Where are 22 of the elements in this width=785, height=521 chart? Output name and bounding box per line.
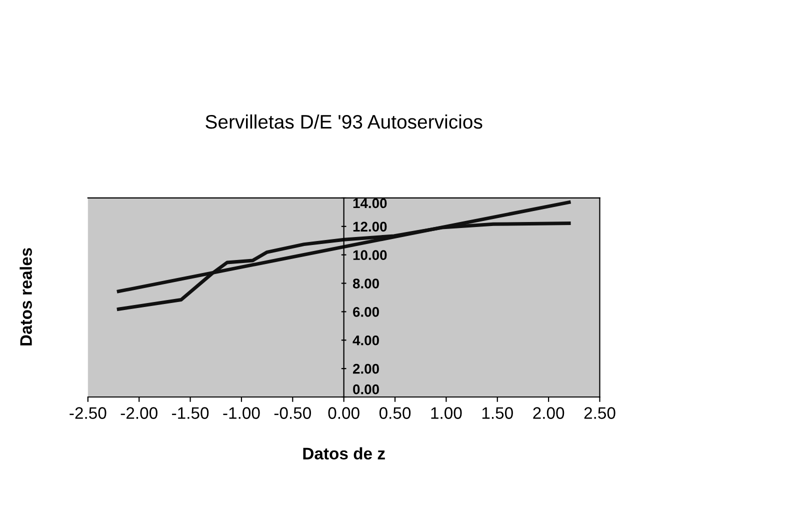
x-tick-label: -1.00 — [223, 407, 260, 419]
y-tick-label: 0.00 — [353, 384, 379, 394]
y-tick-label: 14.00 — [353, 198, 387, 208]
x-tick-label: 2.50 — [584, 407, 616, 419]
y-tick-label: 6.00 — [353, 307, 379, 317]
chart-title: Servilletas D/E '93 Autoservicios — [206, 114, 482, 129]
y-tick-label: 2.00 — [352, 364, 379, 374]
x-tick-label: -1.50 — [172, 407, 209, 419]
x-tick-label: 2.00 — [533, 407, 564, 419]
x-tick-label: 0.00 — [328, 407, 360, 419]
x-tick-label: 1.50 — [482, 407, 513, 419]
y-tick-label: 4.00 — [352, 335, 379, 346]
x-axis-title: Datos de z — [303, 447, 385, 460]
x-tick-label: 0.50 — [379, 407, 411, 419]
y-tick-label: 10.00 — [353, 250, 387, 260]
x-tick-label: 1.00 — [431, 407, 462, 419]
x-tick-label: -2.50 — [70, 407, 106, 419]
y-tick-label: 8.00 — [352, 278, 379, 288]
x-tick-label: -0.50 — [274, 407, 311, 419]
y-axis-title: Datos reales — [20, 248, 32, 346]
y-tick-label: 12.00 — [353, 222, 387, 232]
x-tick-label: -2.00 — [120, 407, 158, 419]
